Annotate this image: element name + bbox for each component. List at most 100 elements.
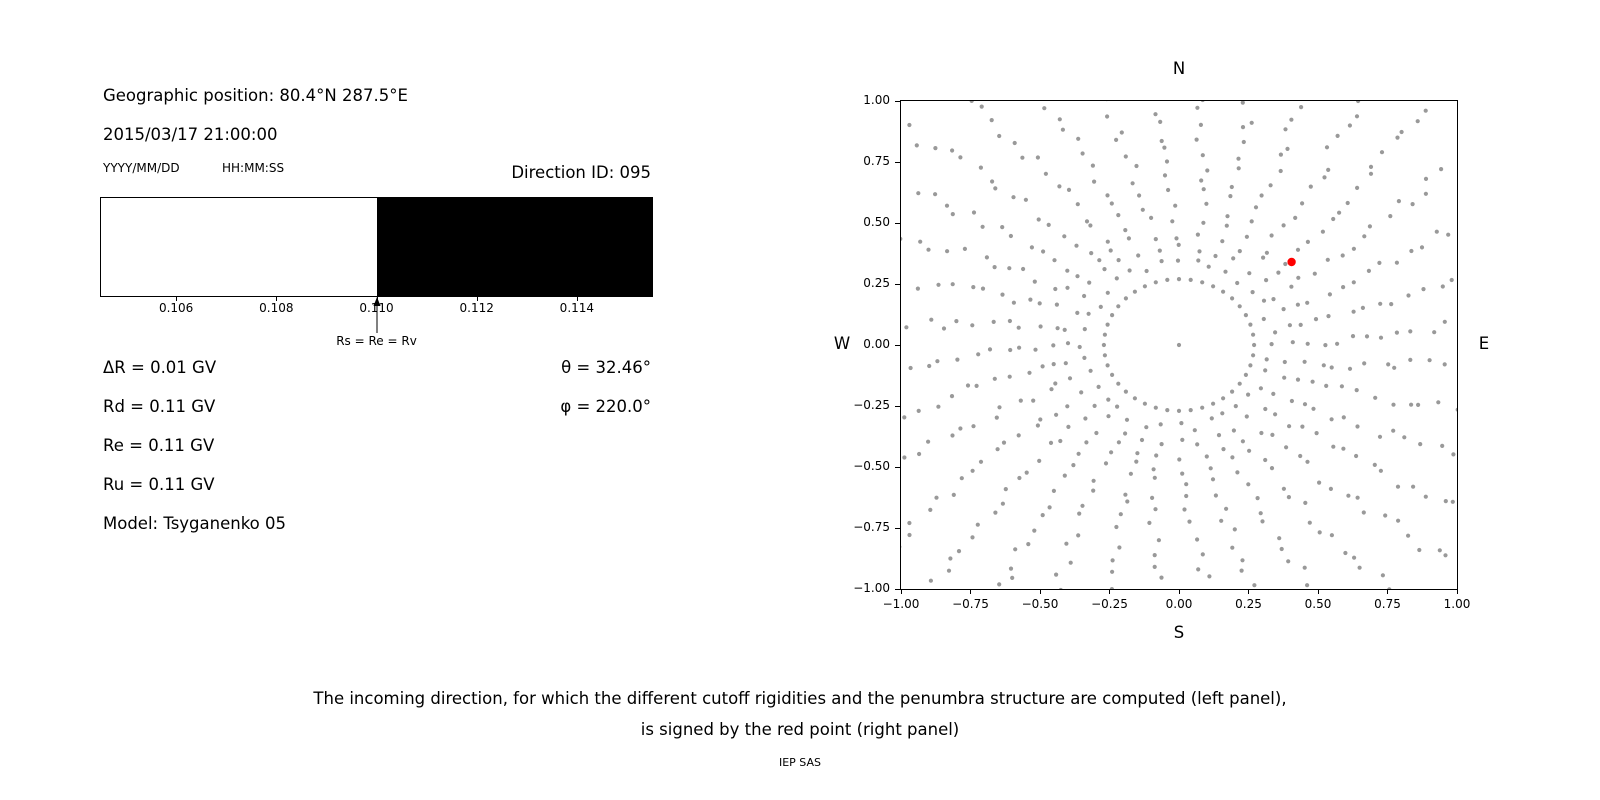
direction-dot: [1432, 330, 1437, 335]
direction-dot: [1329, 417, 1334, 422]
direction-dot: [928, 578, 933, 583]
direction-dot: [1016, 433, 1021, 438]
re-value: Re = 0.11 GV: [103, 436, 215, 455]
direction-dot: [997, 405, 1002, 410]
direction-dot: [1166, 187, 1171, 193]
direction-dot: [1123, 228, 1128, 233]
penumbra-tick-mark: [176, 297, 178, 301]
direction-dot: [1409, 402, 1414, 407]
direction-dot: [916, 191, 921, 196]
direction-dot: [1340, 253, 1345, 258]
direction-dot: [1007, 318, 1012, 324]
direction-dot: [1021, 266, 1026, 272]
direction-dot: [1075, 274, 1080, 279]
footer-credit: IEP SAS: [778, 756, 822, 769]
direction-dot: [1248, 322, 1253, 327]
direction-dot: [1016, 325, 1021, 330]
direction-dot: [1283, 261, 1288, 267]
direction-dot: [979, 104, 984, 109]
direction-dot: [1347, 123, 1352, 128]
direction-dot: [1357, 565, 1362, 570]
scatter-plot-area: [900, 100, 1458, 590]
direction-dot: [1230, 455, 1235, 460]
direction-dot: [1236, 156, 1241, 161]
direction-dot: [1263, 457, 1268, 463]
direction-dot: [1110, 569, 1115, 574]
x-axis-tick-marks: [900, 590, 1458, 595]
direction-dot: [1230, 296, 1235, 301]
direction-dot: [907, 122, 912, 128]
direction-dot: [1271, 297, 1276, 302]
direction-dot: [971, 210, 977, 215]
direction-dot: [1062, 234, 1067, 239]
caption-line-2: is signed by the red point (right panel): [640, 720, 960, 739]
direction-dot: [1177, 457, 1182, 462]
direction-dot: [1200, 153, 1205, 158]
direction-dot: [1008, 566, 1014, 571]
direction-dot: [935, 359, 940, 364]
direction-dot: [1082, 293, 1087, 299]
direction-dot: [1188, 277, 1193, 282]
direction-dot: [1173, 203, 1178, 208]
direction-dot: [1293, 215, 1298, 220]
direction-dot: [970, 323, 975, 328]
direction-dot: [1258, 511, 1263, 516]
direction-dot: [1024, 470, 1029, 475]
direction-dot: [992, 265, 997, 270]
x-tick-label: 0.75: [1374, 597, 1401, 611]
direction-dot: [1241, 139, 1246, 145]
direction-dot: [1029, 245, 1034, 250]
direction-dot: [1175, 258, 1181, 263]
direction-dot: [917, 451, 922, 457]
direction-dot: [1027, 370, 1032, 375]
direction-dot: [1224, 506, 1229, 511]
direction-dot: [1409, 248, 1414, 254]
direction-dot: [958, 426, 963, 431]
direction-dot: [1054, 302, 1059, 307]
direction-dot: [1347, 366, 1353, 371]
x-tick-mark: [970, 590, 971, 594]
direction-dot: [1362, 234, 1367, 239]
direction-dot: [1176, 277, 1182, 282]
direction-dot: [1158, 422, 1163, 427]
direction-dot: [927, 363, 932, 369]
direction-dot: [901, 236, 903, 241]
y-tick-mark: [895, 588, 900, 590]
direction-dot: [1102, 267, 1107, 272]
direction-dot: [914, 143, 919, 148]
direction-dot: [1207, 574, 1212, 579]
direction-dot: [1282, 375, 1287, 380]
direction-dot: [1092, 179, 1097, 184]
direction-dot: [1198, 122, 1203, 127]
direction-dot: [1341, 415, 1346, 420]
direction-dot: [1352, 555, 1357, 560]
direction-dot: [1110, 313, 1115, 318]
direction-dot: [1355, 185, 1360, 190]
direction-dot: [1119, 130, 1124, 135]
direction-dot: [954, 319, 959, 324]
direction-dot: [1094, 430, 1099, 436]
direction-dot: [1259, 430, 1264, 436]
direction-dot: [1286, 495, 1291, 500]
direction-dot: [1176, 342, 1182, 348]
direction-dot: [944, 203, 950, 208]
direction-dot: [1261, 255, 1266, 260]
direction-dot: [959, 476, 964, 481]
direction-dot: [1408, 329, 1413, 334]
direction-dot: [1195, 232, 1200, 237]
direction-dot: [969, 101, 974, 103]
direction-dot: [1271, 391, 1276, 396]
direction-dot: [1248, 363, 1253, 368]
y-axis-tick-marks: [895, 100, 900, 590]
direction-dot: [1101, 342, 1106, 348]
direction-dot: [1449, 277, 1454, 283]
direction-dot: [1341, 446, 1346, 451]
direction-dot: [1142, 401, 1147, 406]
direction-dot: [1195, 105, 1200, 110]
direction-dot: [1423, 108, 1428, 113]
direction-dot: [1220, 239, 1225, 244]
direction-dot: [1307, 520, 1312, 525]
direction-dot: [1037, 301, 1042, 306]
direction-dot: [1201, 187, 1206, 192]
direction-dot: [1041, 249, 1046, 254]
